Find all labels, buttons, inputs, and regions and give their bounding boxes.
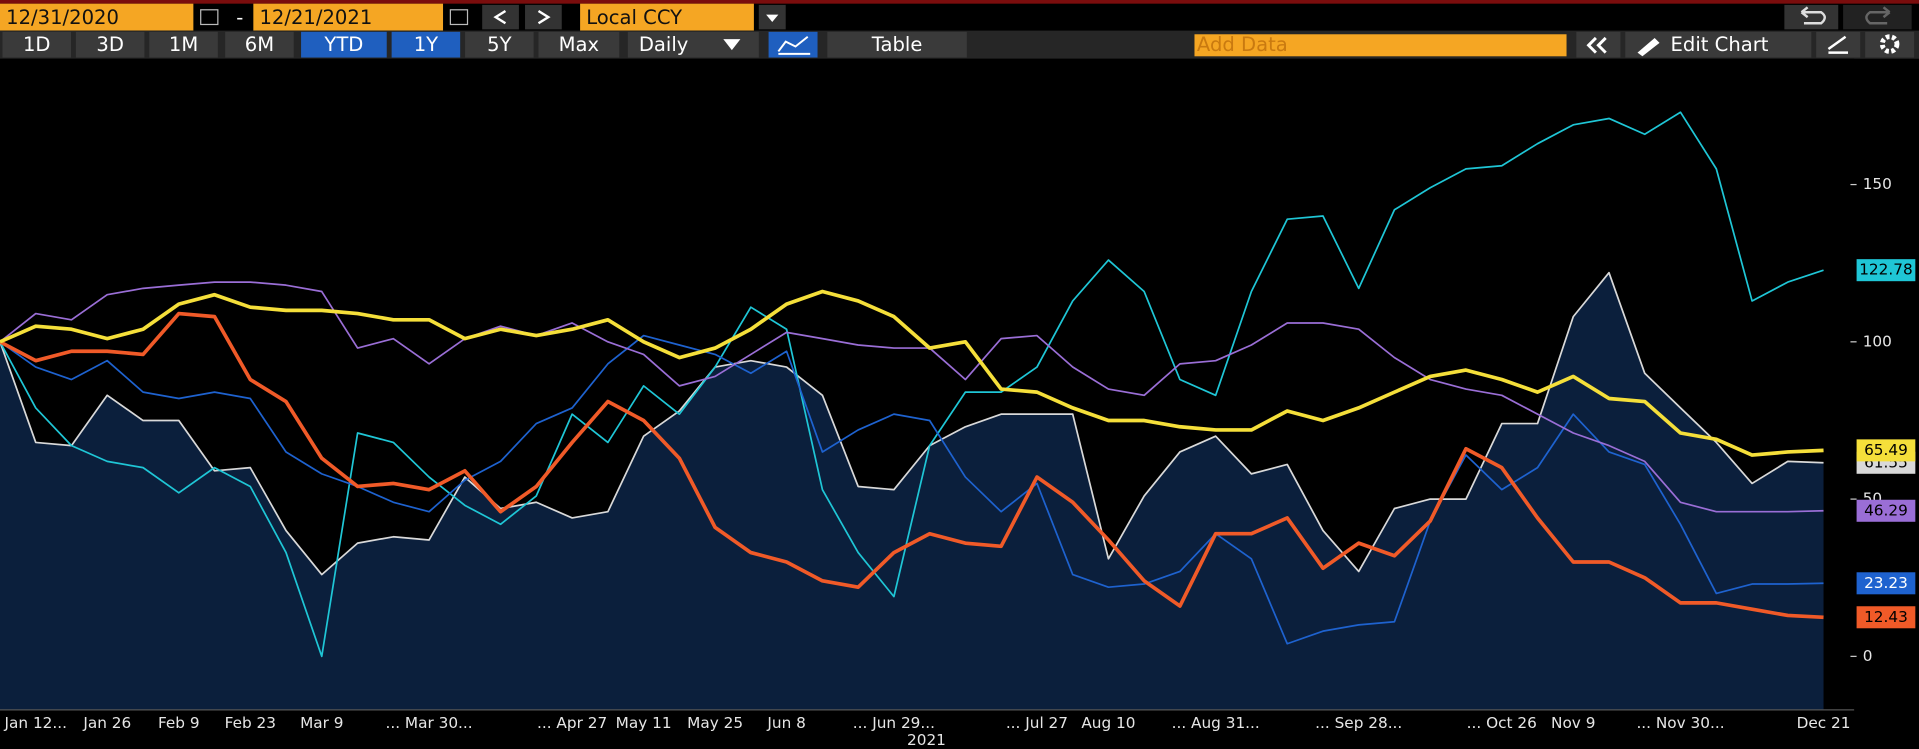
series-line — [0, 311, 1824, 620]
top-strip — [0, 0, 1919, 4]
period-button[interactable] — [225, 31, 294, 58]
date-separator: - — [236, 6, 243, 29]
currency-field[interactable] — [580, 3, 754, 31]
settings-button[interactable] — [1865, 31, 1915, 58]
x-tick-label: ... Sep 28... — [1315, 714, 1402, 732]
x-tick-label: Dec 21 — [1797, 714, 1851, 732]
undo-button[interactable] — [1784, 4, 1839, 30]
end-date: 12/21/2021 — [259, 6, 372, 29]
prev-icon — [493, 9, 507, 25]
x-tick-label: ... Mar 30... — [385, 714, 472, 732]
x-tick-label: Nov 9 — [1551, 714, 1595, 732]
value-tag-label: 46.29 — [1864, 501, 1908, 519]
currency: Local CCY — [586, 6, 682, 29]
next-icon — [537, 9, 551, 25]
x-tick-label: ... Aug 31... — [1172, 714, 1260, 732]
value-tag — [1856, 572, 1916, 595]
period-label: 5Y — [487, 33, 511, 56]
period-button[interactable] — [301, 31, 387, 58]
period-button[interactable] — [391, 31, 461, 58]
x-tick-label: Mar 9 — [300, 714, 343, 732]
series-line — [0, 334, 1824, 645]
x-tick-label: Jan 26 — [82, 714, 131, 732]
x-tick-label: Jun 8 — [766, 714, 805, 732]
frequency: Daily — [639, 33, 689, 56]
period-button[interactable] — [2, 31, 71, 58]
dropdown-icon — [766, 14, 779, 23]
period-button[interactable] — [149, 31, 218, 58]
collapse-icon — [1586, 36, 1607, 54]
y-tick-label: 100 — [1863, 332, 1892, 350]
value-tag — [1856, 606, 1916, 629]
value-tag — [1856, 439, 1916, 462]
start-date: 12/31/2020 — [6, 6, 119, 29]
add-data-field[interactable] — [1194, 34, 1567, 57]
calendar-icon[interactable] — [449, 9, 469, 26]
redo-button[interactable] — [1843, 4, 1912, 30]
x-tick-label: ... Jun 29... — [853, 714, 935, 732]
calendar-icon[interactable] — [200, 9, 219, 26]
period-label: 1M — [169, 33, 198, 56]
x-tick-label: May 11 — [616, 714, 672, 732]
period-label: 6M — [245, 33, 274, 56]
period-label: YTD — [323, 33, 363, 56]
x-tick-label: ... Apr 27 — [537, 714, 607, 732]
x-tick-label: Feb 23 — [225, 714, 276, 732]
table-label: Table — [871, 33, 923, 56]
x-tick-label: ... Nov 30... — [1636, 714, 1724, 732]
edit-chart-label: Edit Chart — [1671, 33, 1769, 56]
x-tick-label: Jan 12... — [4, 714, 67, 732]
period-label: 3D — [96, 33, 124, 56]
period-label: 1Y — [414, 33, 438, 56]
edit-icon — [1637, 37, 1660, 57]
x-axis-label: 2021 — [907, 731, 946, 749]
value-tag-label: 23.23 — [1864, 574, 1908, 592]
draw-icon — [1827, 35, 1849, 54]
x-tick-label: Aug 10 — [1081, 714, 1135, 732]
end-date-field[interactable] — [253, 3, 444, 31]
x-tick-label: Feb 9 — [158, 714, 200, 732]
undo-icon — [1800, 6, 1826, 25]
area — [0, 272, 1824, 710]
table-button[interactable] — [827, 31, 967, 58]
next-button[interactable] — [525, 4, 562, 30]
series-line — [0, 289, 1824, 457]
x-tick-label: ... Oct 26 — [1467, 714, 1537, 732]
value-tag — [1856, 499, 1916, 522]
dropdown-icon — [723, 39, 741, 51]
start-date-field[interactable] — [0, 3, 194, 31]
series-line — [0, 111, 1824, 658]
chart-icon — [777, 35, 811, 55]
period-label: 1D — [23, 33, 51, 56]
value-tag-label: 65.49 — [1864, 441, 1908, 459]
period-button[interactable] — [75, 31, 145, 58]
x-tick-label: ... Jul 27 — [1006, 714, 1068, 732]
value-tag-label: 122.78 — [1859, 261, 1912, 279]
period-label: Max — [559, 33, 599, 56]
settings-icon — [1879, 34, 1900, 54]
y-tick-label: 0 — [1863, 647, 1873, 665]
x-tick-label: May 25 — [687, 714, 743, 732]
value-tag — [1856, 259, 1916, 282]
prev-button[interactable] — [482, 4, 519, 30]
y-tick-label: 150 — [1863, 175, 1892, 193]
add-data-placeholder: Add Data — [1197, 33, 1288, 56]
period-button[interactable] — [538, 31, 620, 58]
frequency-dropdown[interactable] — [627, 31, 759, 58]
value-tag-label: 12.43 — [1864, 608, 1908, 626]
series-line — [0, 281, 1824, 513]
period-button[interactable] — [465, 31, 534, 58]
redo-icon — [1865, 6, 1891, 25]
series-line — [0, 271, 1824, 576]
